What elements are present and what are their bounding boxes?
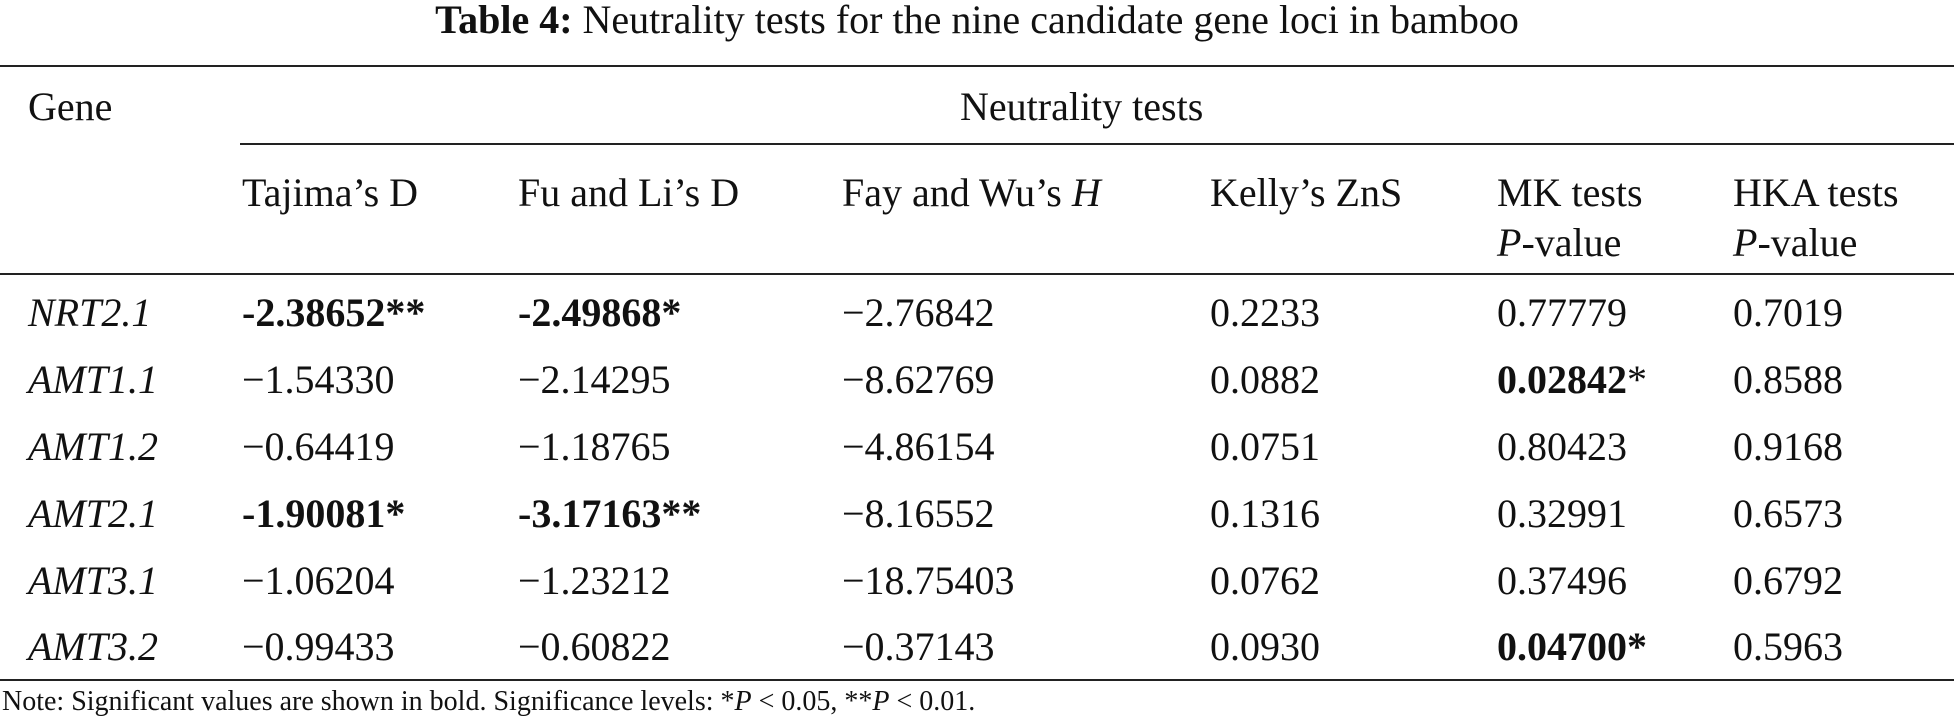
cell-hka: 0.7019: [1733, 290, 1843, 335]
group-rule: [240, 143, 1954, 145]
cell-fu-li: −2.14295: [518, 357, 671, 402]
cell-kelly: 0.2233: [1210, 290, 1320, 335]
header-fu-li: Fu and Li’s D: [518, 170, 740, 215]
cell-hka: 0.6573: [1733, 491, 1843, 536]
cell-gene: AMT2.1: [28, 491, 158, 536]
header-neutrality-tests: Neutrality tests: [960, 84, 1204, 129]
cell-fay-wu: −2.76842: [842, 290, 995, 335]
cell-mk: 0.32991: [1497, 491, 1627, 536]
cell-gene: AMT1.1: [28, 357, 158, 402]
cell-tajima: -2.38652**: [242, 290, 426, 335]
header-gene: Gene: [28, 84, 113, 129]
header-mk: MK tests P-value: [1497, 170, 1643, 265]
cell-mk: 0.04700*: [1497, 624, 1647, 669]
cell-fu-li: −0.60822: [518, 624, 671, 669]
caption-label: Table 4:: [435, 0, 573, 42]
cell-kelly: 0.0762: [1210, 558, 1320, 603]
cell-tajima: -1.90081*: [242, 491, 406, 536]
cell-tajima: −1.06204: [242, 558, 395, 603]
table-caption: Table 4: Neutrality tests for the nine c…: [0, 0, 1954, 40]
cell-kelly: 0.1316: [1210, 491, 1320, 536]
cell-kelly: 0.0751: [1210, 424, 1320, 469]
header-hka: HKA tests P-value: [1733, 170, 1899, 265]
cell-fay-wu: −8.62769: [842, 357, 995, 402]
cell-fay-wu: −0.37143: [842, 624, 995, 669]
cell-kelly: 0.0882: [1210, 357, 1320, 402]
cell-hka: 0.6792: [1733, 558, 1843, 603]
cell-mk: 0.77779: [1497, 290, 1627, 335]
top-rule: [0, 65, 1954, 67]
cell-mk: 0.37496: [1497, 558, 1627, 603]
cell-kelly: 0.0930: [1210, 624, 1320, 669]
cell-gene: AMT3.1: [28, 558, 158, 603]
cell-tajima: −0.99433: [242, 624, 395, 669]
cell-fay-wu: −4.86154: [842, 424, 995, 469]
cell-hka: 0.9168: [1733, 424, 1843, 469]
table-note: Note: Significant values are shown in bo…: [2, 686, 976, 717]
cell-gene: NRT2.1: [28, 290, 152, 335]
caption-text: Neutrality tests for the nine candidate …: [582, 0, 1519, 42]
header-fay-wu: Fay and Wu’s H: [842, 170, 1101, 215]
cell-fu-li: -3.17163**: [518, 491, 702, 536]
cell-fu-li: −1.23212: [518, 558, 671, 603]
cell-fu-li: -2.49868*: [518, 290, 682, 335]
cell-tajima: −0.64419: [242, 424, 395, 469]
cell-fay-wu: −18.75403: [842, 558, 1015, 603]
cell-mk: 0.80423: [1497, 424, 1627, 469]
cell-tajima: −1.54330: [242, 357, 395, 402]
cell-fay-wu: −8.16552: [842, 491, 995, 536]
cell-hka: 0.8588: [1733, 357, 1843, 402]
header-kelly: Kelly’s ZnS: [1210, 170, 1403, 215]
cell-gene: AMT1.2: [28, 424, 158, 469]
cell-gene: AMT3.2: [28, 624, 158, 669]
cell-fu-li: −1.18765: [518, 424, 671, 469]
header-tajima: Tajima’s D: [242, 170, 419, 215]
bottom-rule: [0, 679, 1954, 681]
cell-mk: 0.02842*: [1497, 357, 1647, 402]
cell-hka: 0.5963: [1733, 624, 1843, 669]
header-rule: [0, 273, 1954, 275]
